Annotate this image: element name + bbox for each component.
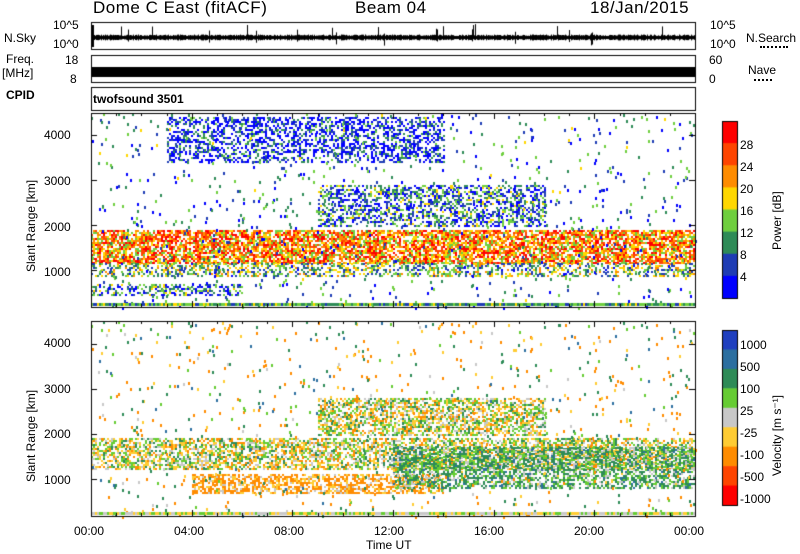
radar-plot-canvas (0, 0, 800, 554)
